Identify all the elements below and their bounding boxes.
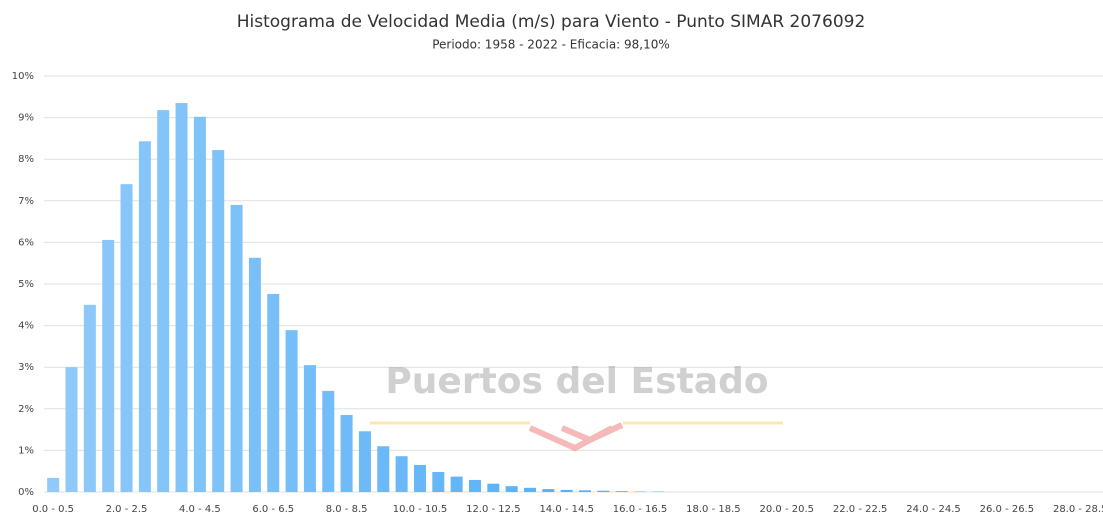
bar — [175, 103, 188, 492]
bar — [193, 116, 206, 492]
x-tick-label: 26.0 - 26.5 — [980, 504, 1035, 515]
x-tick-label: 10.0 - 10.5 — [393, 504, 448, 515]
x-tick-label: 18.0 - 18.5 — [686, 504, 741, 515]
x-tick-label: 2.0 - 2.5 — [106, 504, 148, 515]
bar — [212, 150, 225, 492]
y-tick-label: 0% — [18, 487, 34, 498]
bar — [395, 456, 408, 492]
bar — [303, 365, 316, 492]
x-tick-label: 4.0 - 4.5 — [179, 504, 221, 515]
y-tick-label: 2% — [18, 404, 34, 415]
bar — [432, 472, 445, 492]
y-tick-label: 5% — [18, 279, 34, 290]
watermark: Puertos del Estado — [370, 361, 783, 452]
y-tick-label: 7% — [18, 196, 34, 207]
bar — [413, 464, 426, 492]
chart-title: Histograma de Velocidad Media (m/s) para… — [237, 12, 866, 32]
y-tick-label: 6% — [18, 237, 34, 248]
bar — [102, 239, 115, 492]
bars — [47, 103, 665, 492]
bar — [340, 415, 353, 492]
grid: 0% 1% 2% 3% 4% 5% 6% 7% 8% 9% 10% 0.0 - 0.5 2.0 - 2.… — [12, 71, 1103, 515]
bar — [505, 486, 518, 492]
y-tick-label: 3% — [18, 362, 34, 373]
bar — [597, 490, 610, 492]
bar — [230, 204, 243, 492]
x-tick-label: 14.0 - 14.5 — [539, 504, 594, 515]
x-tick-label: 12.0 - 12.5 — [466, 504, 521, 515]
x-tick-label: 20.0 - 20.5 — [760, 504, 815, 515]
x-tick-label: 22.0 - 22.5 — [833, 504, 888, 515]
y-tick-label: 8% — [18, 154, 34, 165]
bar — [267, 293, 280, 492]
bar — [450, 476, 463, 492]
y-tick-label: 4% — [18, 321, 34, 332]
bar — [377, 446, 390, 492]
bar — [157, 110, 170, 492]
bar — [615, 491, 628, 492]
x-tick-label: 6.0 - 6.5 — [252, 504, 294, 515]
bar — [47, 477, 60, 492]
logo-mark — [528, 422, 624, 452]
bar — [358, 431, 371, 492]
x-tick-label: 0.0 - 0.5 — [32, 504, 74, 515]
bar — [487, 483, 500, 492]
y-tick-label: 1% — [18, 445, 34, 456]
bar — [560, 489, 573, 492]
bar — [468, 479, 481, 492]
y-tick-label: 9% — [18, 113, 34, 124]
x-tick-label: 8.0 - 8.5 — [326, 504, 368, 515]
bar — [65, 367, 78, 492]
bar — [322, 390, 335, 492]
y-tick-label: 10% — [12, 71, 34, 82]
bar — [138, 141, 151, 492]
watermark-text: Puertos del Estado — [385, 361, 768, 402]
bar — [285, 330, 298, 492]
x-tick-label: 28.0 - 28.5 — [1053, 504, 1103, 515]
x-tick-label: 16.0 - 16.5 — [613, 504, 668, 515]
chart-subtitle: Periodo: 1958 - 2022 - Eficacia: 98,10% — [432, 38, 670, 52]
bar — [83, 304, 96, 492]
bar — [579, 490, 592, 492]
x-tick-label: 24.0 - 24.5 — [906, 504, 961, 515]
bar — [120, 184, 133, 492]
bar — [524, 487, 537, 492]
bar — [542, 489, 555, 492]
bar — [248, 257, 261, 492]
